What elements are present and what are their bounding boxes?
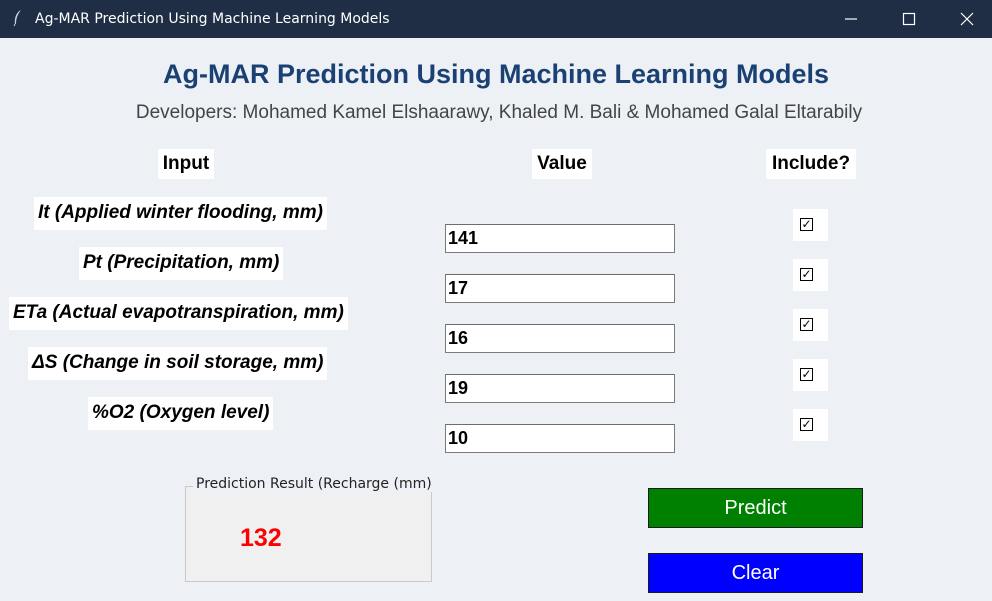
prediction-result-legend: Prediction Result (Recharge (mm)	[193, 476, 435, 492]
close-button[interactable]	[938, 0, 992, 38]
value-input-eta[interactable]	[445, 324, 675, 353]
close-icon	[960, 12, 974, 26]
include-cell-eta: ✓	[793, 309, 828, 341]
include-checkbox-oxygen[interactable]: ✓	[800, 418, 813, 431]
input-column-header: Input	[158, 149, 214, 179]
feather-icon	[13, 10, 21, 27]
include-column-header: Include?	[766, 149, 856, 179]
include-checkbox-eta[interactable]: ✓	[800, 318, 813, 331]
input-label-pt: Pt (Precipitation, mm)	[79, 247, 284, 280]
window-title: Ag-MAR Prediction Using Machine Learning…	[35, 11, 390, 27]
maximize-icon	[902, 12, 916, 26]
include-checkbox-delta-s[interactable]: ✓	[800, 368, 813, 381]
check-mark-icon: ✓	[801, 317, 812, 331]
developers-subtitle: Developers: Mohamed Kamel Elshaarawy, Kh…	[135, 102, 863, 123]
prediction-result-frame	[185, 486, 432, 582]
input-label-oxygen: %O2 (Oxygen level)	[88, 397, 274, 430]
maximize-button[interactable]	[880, 0, 938, 38]
check-mark-icon: ✓	[801, 267, 812, 281]
include-cell-pt: ✓	[793, 259, 828, 291]
include-cell-it: ✓	[793, 209, 828, 241]
clear-button[interactable]: Clear	[648, 553, 863, 593]
check-mark-icon: ✓	[801, 367, 812, 381]
check-mark-icon: ✓	[801, 417, 812, 431]
value-input-it[interactable]	[445, 224, 675, 253]
value-input-oxygen[interactable]	[445, 424, 675, 453]
value-input-pt[interactable]	[445, 274, 675, 303]
include-checkbox-it[interactable]: ✓	[800, 218, 813, 231]
input-label-it: It (Applied winter flooding, mm)	[34, 197, 327, 230]
include-cell-oxygen: ✓	[793, 409, 828, 441]
window-titlebar[interactable]: Ag-MAR Prediction Using Machine Learning…	[0, 0, 992, 38]
value-input-delta-s[interactable]	[445, 374, 675, 403]
check-mark-icon: ✓	[801, 217, 812, 231]
prediction-result-value: 132	[240, 524, 282, 552]
input-label-delta-s: ΔS (Change in soil storage, mm)	[28, 347, 328, 380]
input-label-eta: ETa (Actual evapotranspiration, mm)	[9, 297, 348, 330]
include-cell-delta-s: ✓	[793, 359, 828, 391]
minimize-button[interactable]	[822, 0, 880, 38]
include-checkbox-pt[interactable]: ✓	[800, 268, 813, 281]
value-column-header: Value	[532, 149, 592, 179]
predict-button[interactable]: Predict	[648, 488, 863, 528]
page-title: Ag-MAR Prediction Using Machine Learning…	[162, 59, 830, 89]
minimize-icon	[845, 18, 857, 20]
